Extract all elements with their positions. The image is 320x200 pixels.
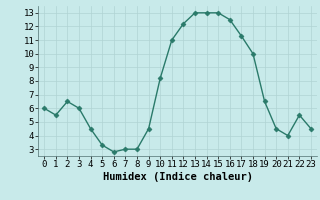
X-axis label: Humidex (Indice chaleur): Humidex (Indice chaleur) xyxy=(103,172,252,182)
